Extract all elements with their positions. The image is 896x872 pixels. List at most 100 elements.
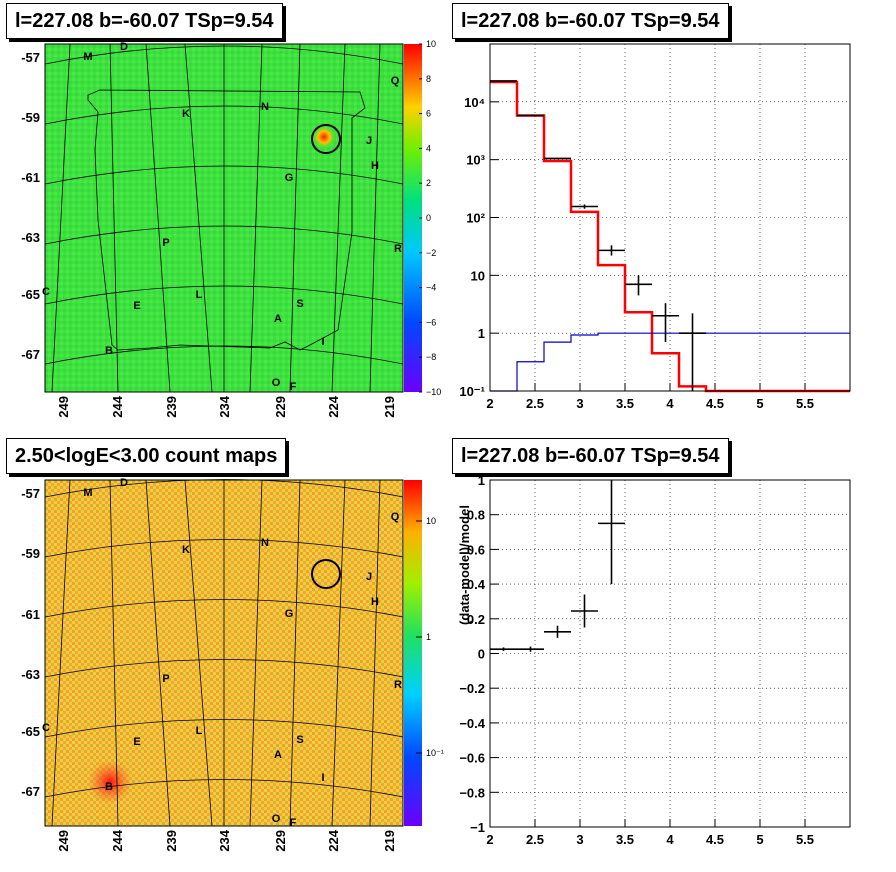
source-label: Q	[391, 511, 400, 523]
colorbar-tick-label: 2	[426, 178, 431, 188]
br-title: l=227.08 b=-60.07 TSp=9.54	[452, 438, 729, 474]
colorbar-tick-label: −6	[426, 317, 436, 327]
residual-colorbar	[404, 44, 422, 392]
source-label: G	[285, 608, 294, 620]
y-tick-label: 10⁴	[464, 95, 485, 110]
tr-title: l=227.08 b=-60.07 TSp=9.54	[452, 3, 729, 39]
lon-tick-label: 234	[217, 395, 232, 417]
lon-tick-label: 229	[273, 830, 288, 852]
source-circle	[311, 124, 341, 154]
y-tick-label: 0	[478, 647, 485, 662]
y-tick-label: −0.4	[459, 716, 485, 731]
source-label: F	[290, 817, 297, 829]
x-tick-label: 5.5	[796, 396, 814, 411]
colorbar-tick-label: −10	[426, 387, 441, 397]
source-label: E	[133, 736, 140, 748]
lat-tick-label: -59	[21, 110, 40, 125]
count-hotspot	[88, 760, 132, 804]
x-tick-label: 4.5	[706, 832, 724, 847]
count-map-panel	[44, 479, 422, 827]
lat-tick-label: -59	[21, 546, 40, 561]
source-label: A	[274, 749, 282, 761]
lon-tick-label: 244	[110, 395, 125, 417]
source-model-step-line	[490, 332, 850, 392]
residual-map-frame	[44, 43, 404, 393]
lat-tick-label: -61	[21, 170, 40, 185]
lon-tick-label: 229	[273, 396, 288, 418]
lat-tick-label: -57	[21, 486, 40, 501]
source-label: O	[272, 813, 281, 825]
x-tick-label: 2	[486, 396, 493, 411]
source-label: A	[274, 313, 282, 325]
source-label: K	[182, 108, 190, 120]
y-tick-label: −0.8	[459, 785, 485, 800]
lon-tick-label: 239	[164, 396, 179, 418]
colorbar-tick-label: 10	[426, 516, 436, 526]
y-tick-label: 10⁻¹	[459, 384, 485, 399]
source-label: D	[120, 477, 128, 489]
x-tick-label: 4.5	[706, 396, 724, 411]
count-map-frame	[44, 479, 404, 827]
y-tick-label: 1	[478, 473, 485, 488]
source-label: B	[105, 345, 113, 357]
lon-tick-label: 219	[382, 830, 397, 852]
residual-hotspot	[312, 125, 336, 149]
source-label: B	[105, 781, 113, 793]
source-label: I	[321, 336, 324, 348]
source-label: I	[321, 772, 324, 784]
residual-map-grid	[44, 43, 404, 393]
lon-tick-label: 239	[164, 830, 179, 852]
source-label: K	[182, 544, 190, 556]
lon-tick-label: 234	[217, 829, 232, 851]
lat-tick-label: -63	[21, 667, 40, 682]
source-label: G	[285, 172, 294, 184]
count-colorbar	[404, 480, 422, 826]
source-label: C	[42, 286, 50, 298]
colorbar-tick-label: 6	[426, 109, 431, 119]
y-tick-label: 10	[471, 268, 485, 283]
y-tick-label: 0.4	[467, 577, 486, 592]
colorbar-tick-label: 10	[426, 39, 436, 49]
source-label: P	[162, 673, 169, 685]
source-label: H	[371, 160, 379, 172]
colorbar-tick-label: 4	[426, 143, 431, 153]
y-tick-label: 0.6	[467, 542, 485, 557]
source-label: P	[162, 237, 169, 249]
x-tick-label: 5	[756, 832, 763, 847]
source-label: M	[83, 51, 92, 63]
colorbar-tick-label: −2	[426, 248, 436, 258]
source-label: R	[394, 243, 402, 255]
source-label: E	[133, 300, 140, 312]
lat-tick-label: -57	[21, 50, 40, 65]
source-label: O	[272, 377, 281, 389]
lon-tick-label: 249	[56, 830, 71, 852]
y-tick-label: −1	[470, 820, 485, 835]
colorbar-tick-label: −8	[426, 352, 436, 362]
x-tick-label: 3.5	[616, 396, 634, 411]
source-label: L	[196, 725, 203, 737]
tl-title: l=227.08 b=-60.07 TSp=9.54	[6, 3, 283, 39]
residual-map-panel	[44, 43, 422, 393]
y-tick-label: 0.2	[467, 612, 485, 627]
lat-tick-label: -65	[21, 724, 40, 739]
lat-tick-label: -61	[21, 607, 40, 622]
lat-tick-label: -65	[21, 287, 40, 302]
source-label: R	[394, 679, 402, 691]
colorbar-tick-label: −4	[426, 283, 436, 293]
colorbar-tick-label: 1	[426, 632, 431, 642]
x-tick-label: 3	[576, 396, 583, 411]
bl-title: 2.50<logE<3.00 count maps	[6, 438, 287, 474]
source-circle	[311, 559, 341, 589]
source-label: F	[290, 381, 297, 393]
y-tick-label: 1	[478, 326, 485, 341]
y-tick-label: 10²	[466, 211, 485, 226]
source-label: M	[83, 487, 92, 499]
source-label: L	[196, 289, 203, 301]
lon-tick-label: 219	[382, 396, 397, 418]
source-label: D	[120, 41, 128, 53]
source-label: S	[296, 298, 303, 310]
x-tick-label: 2	[486, 832, 493, 847]
lon-tick-label: 249	[56, 396, 71, 418]
colorbar-tick-label: 8	[426, 74, 431, 84]
y-tick-label: 10³	[466, 153, 485, 168]
